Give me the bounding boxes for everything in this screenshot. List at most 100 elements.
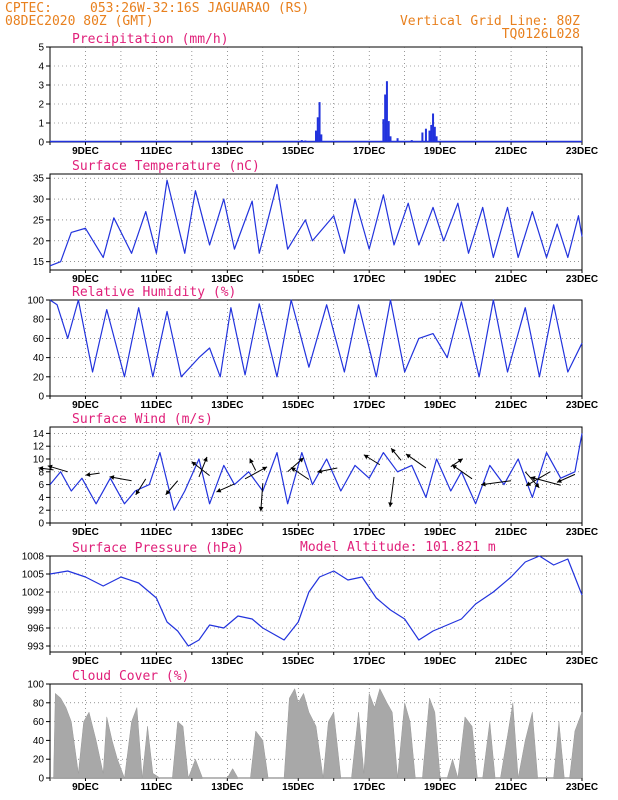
x-tick-label: 9DEC xyxy=(72,656,99,667)
x-tick-label: 15DEC xyxy=(282,656,314,667)
y-tick-label: 1008 xyxy=(22,552,45,563)
wind-arrow-head xyxy=(191,461,197,467)
x-tick-label: 9DEC xyxy=(72,527,99,538)
wind-arrow-head xyxy=(317,468,323,474)
precip-bar xyxy=(320,134,323,142)
panel-title: Relative Humidity (%) xyxy=(72,285,236,300)
x-tick-label: 9DEC xyxy=(72,146,99,157)
panel-title: Surface Wind (m/s) xyxy=(72,412,213,427)
panel-temp: 15 20 25 30 35 9DEC 11DEC 13DEC 15DEC 17DEC 19DEC 2… xyxy=(33,159,598,285)
x-tick-label: 23DEC xyxy=(566,782,598,793)
precip-bar xyxy=(382,119,385,142)
y-tick-label: 60 xyxy=(33,334,45,345)
wind-arrow-head xyxy=(457,458,463,464)
x-tick-label: 19DEC xyxy=(424,274,456,285)
plot-frame xyxy=(49,426,583,524)
y-tick-label: 80 xyxy=(33,315,45,326)
precip-bar xyxy=(435,136,438,142)
x-tick-label: 9DEC xyxy=(72,782,99,793)
panel-title: Precipitation (mm/h) xyxy=(72,32,229,47)
wind-arrow-head xyxy=(109,475,115,480)
wind-arrow-head xyxy=(526,481,532,486)
y-tick-label: 100 xyxy=(27,680,44,691)
y-tick-label: 5 xyxy=(38,43,44,54)
precip-bar xyxy=(389,136,392,142)
wind-arrow-head xyxy=(556,478,562,483)
panel-title: Cloud Cover (%) xyxy=(72,669,189,684)
wind-arrow-head xyxy=(47,464,53,470)
y-tick-label: 999 xyxy=(27,606,44,617)
x-tick-label: 17DEC xyxy=(353,782,385,793)
wind-arrow-head xyxy=(298,457,304,463)
panel-title: Surface Temperature (nC) xyxy=(72,159,260,174)
x-tick-label: 13DEC xyxy=(211,400,243,411)
wind-arrow-head xyxy=(258,506,264,512)
y-tick-label: 3 xyxy=(38,81,44,92)
y-tick-label: 2 xyxy=(38,100,44,111)
x-tick-label: 13DEC xyxy=(211,274,243,285)
panel-precip: 0 1 2 3 4 5 9DEC 11DEC 13DEC 15DEC 17DEC 19DEC 21DEC… xyxy=(38,32,598,157)
precip-bar xyxy=(387,121,390,142)
cloud-area xyxy=(50,688,583,779)
y-tick-label: 12 xyxy=(33,442,45,453)
wind-arrow xyxy=(260,483,264,512)
x-tick-label: 11DEC xyxy=(141,400,173,411)
precip-bar xyxy=(315,130,317,142)
x-tick-label: 15DEC xyxy=(282,400,314,411)
precip-bar xyxy=(432,113,435,142)
wind-arrow-head xyxy=(481,481,486,487)
y-tick-label: 0 xyxy=(38,774,44,785)
y-tick-label: 60 xyxy=(33,717,45,728)
y-tick-label: 0 xyxy=(38,519,44,530)
x-tick-label: 15DEC xyxy=(282,146,314,157)
header-source: CPTEC: xyxy=(5,1,52,16)
x-tick-label: 17DEC xyxy=(353,656,385,667)
wind-arrow-head xyxy=(534,482,540,488)
panel-wind: 0 2 4 6 810 12 14 9DEC 11DEC 13DEC 15DEC 17DEC 19DEC… xyxy=(33,412,598,538)
wind-arrow-head xyxy=(290,467,296,472)
precip-bar xyxy=(316,117,319,142)
series-line-pressure xyxy=(49,555,583,647)
x-tick-label: 17DEC xyxy=(353,400,385,411)
wind-arrow-head xyxy=(85,472,91,477)
precip-bar xyxy=(385,81,388,142)
y-tick-label: 30 xyxy=(33,195,45,206)
x-tick-label: 21DEC xyxy=(495,656,527,667)
y-tick-label: 80 xyxy=(33,698,45,709)
wind-arrow-head xyxy=(203,456,208,462)
y-tick-label: 25 xyxy=(33,215,45,226)
header-location: 053:26W-32:16S JAGUARAO (RS) xyxy=(90,1,309,16)
wind-arrow xyxy=(389,476,395,507)
y-tick-label: 20 xyxy=(33,755,45,766)
panel-cloud: 0 20 40 60 80 100 9DEC 11DEC 13DEC 15DEC 17DEC 19DE… xyxy=(27,669,598,793)
wind-arrow-head xyxy=(405,453,411,459)
header-grid-line: Vertical Grid Line: 80Z xyxy=(400,14,580,29)
y-tick-label: 1002 xyxy=(22,588,45,599)
x-tick-label: 11DEC xyxy=(141,527,173,538)
y-tick-label: 14 xyxy=(33,429,45,440)
series-line-temp xyxy=(49,179,583,267)
x-tick-label: 19DEC xyxy=(424,146,456,157)
y-tick-label: 20 xyxy=(33,236,45,247)
wind-arrow-head xyxy=(388,502,393,507)
plot-frame xyxy=(49,555,583,653)
y-tick-label: 993 xyxy=(27,642,44,653)
x-tick-label: 21DEC xyxy=(495,146,527,157)
y-tick-label: 15 xyxy=(33,257,45,268)
precip-bar xyxy=(428,130,431,142)
x-tick-label: 17DEC xyxy=(353,146,385,157)
y-tick-label: 40 xyxy=(33,353,45,364)
y-tick-label: 8 xyxy=(38,467,44,478)
x-tick-label: 11DEC xyxy=(141,146,173,157)
x-tick-label: 13DEC xyxy=(211,656,243,667)
precip-bar xyxy=(424,128,427,142)
wind-arrow-head xyxy=(165,489,171,495)
model-altitude: Model Altitude: 101.821 m xyxy=(300,540,496,555)
x-tick-label: 15DEC xyxy=(282,274,314,285)
wind-arrow-head xyxy=(530,476,536,481)
x-tick-label: 23DEC xyxy=(566,274,598,285)
plot-frame xyxy=(49,299,583,397)
panel-rh: 0 20 40 60 80 100 9DEC 11DEC 13DEC 15DEC 17DEC 19DE… xyxy=(27,285,598,411)
panel-title: Surface Pressure (hPa) xyxy=(72,541,244,556)
